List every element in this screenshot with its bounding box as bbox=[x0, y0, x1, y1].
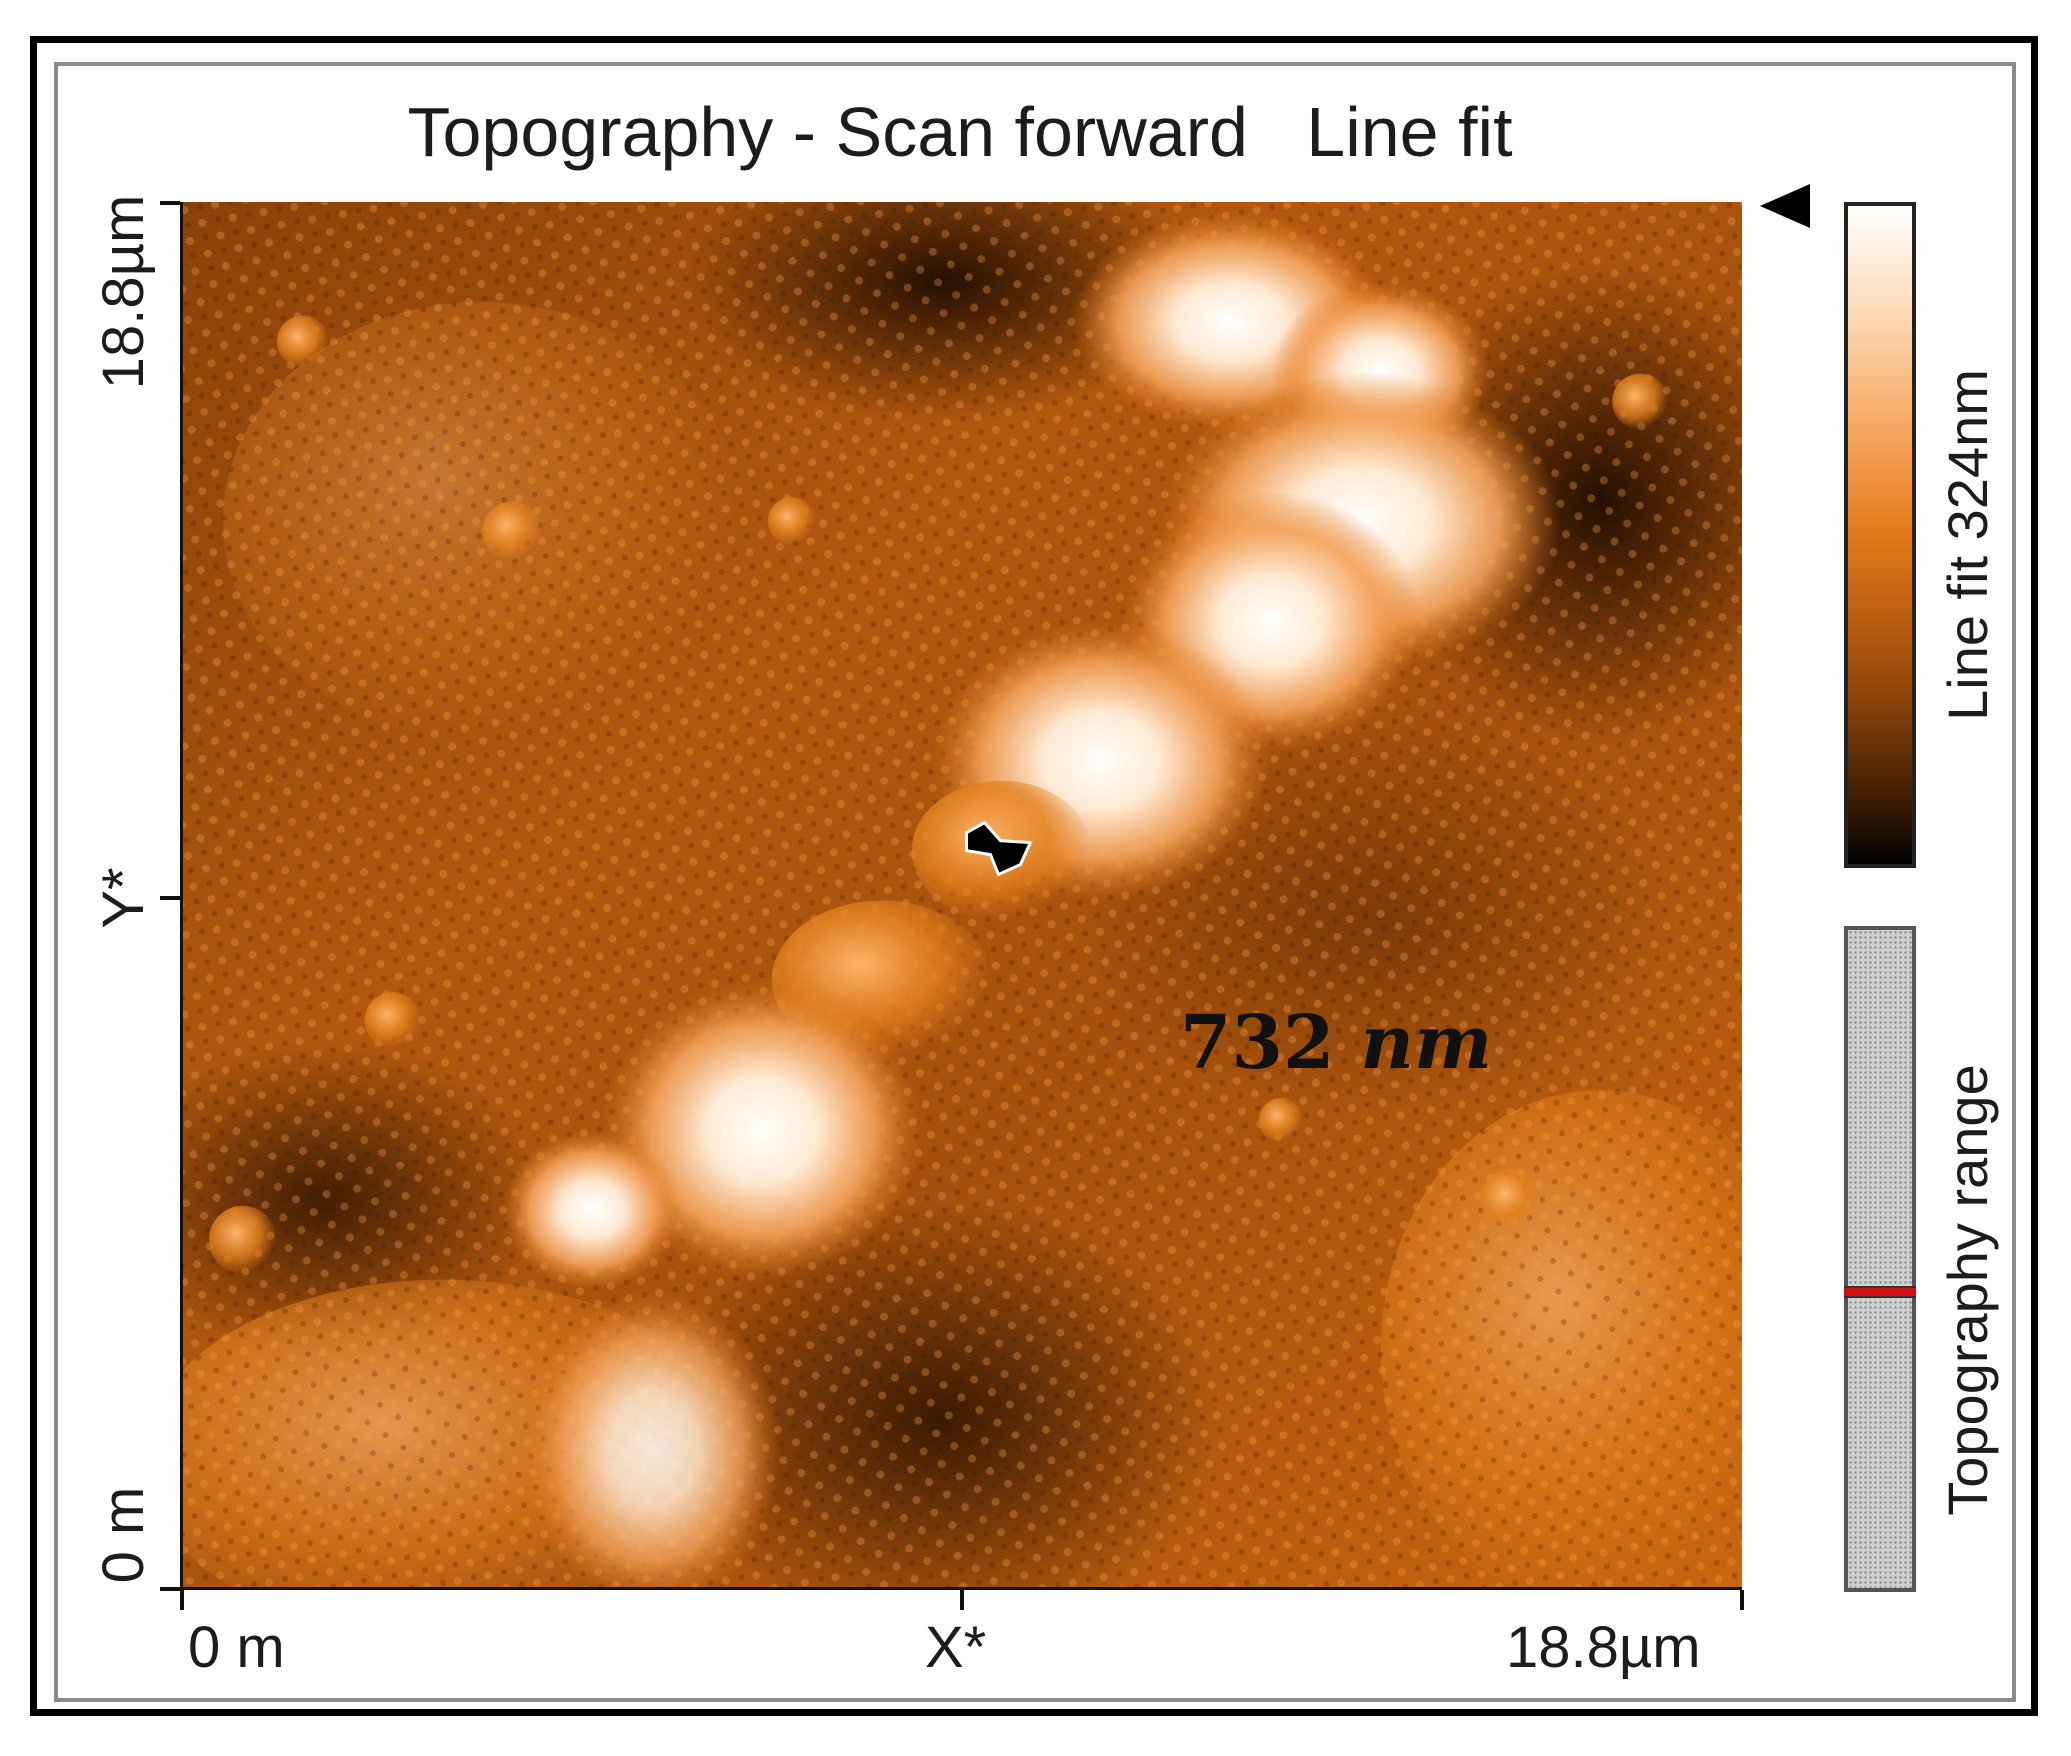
x-axis-right-label: 18.8µm bbox=[1506, 1615, 1701, 1680]
range-marker[interactable] bbox=[1844, 1286, 1916, 1299]
y-axis-top-label: 18.8µm bbox=[91, 194, 156, 390]
annotation-unit: nm bbox=[1360, 1000, 1493, 1086]
colorbar-pointer-icon bbox=[1760, 184, 1810, 228]
topography-scan-svg bbox=[183, 202, 1742, 1587]
y-tick-top bbox=[160, 201, 180, 205]
annotation-value: 732 bbox=[1180, 1000, 1335, 1086]
x-axis-mid-label: X* bbox=[925, 1615, 987, 1680]
x-tick-right bbox=[1740, 1590, 1744, 1610]
x-axis-left-label: 0 m bbox=[188, 1615, 285, 1680]
y-tick-bottom bbox=[160, 1587, 180, 1591]
y-axis-mid-label: Y* bbox=[91, 867, 156, 929]
figure-inner-frame bbox=[54, 62, 2016, 1702]
y-tick-mid bbox=[160, 896, 180, 900]
topography-image bbox=[180, 202, 1742, 1590]
topography-range-bar[interactable] bbox=[1844, 926, 1916, 1592]
colorbar-label: Line fit 324nm bbox=[1936, 369, 1999, 721]
x-tick-mid bbox=[960, 1590, 964, 1610]
y-axis-bottom-label: 0 m bbox=[91, 1486, 156, 1584]
range-label: Topography range bbox=[1936, 1064, 1999, 1516]
figure-title: Topography - Scan forward Line fit bbox=[407, 93, 1513, 171]
x-tick-left bbox=[180, 1590, 184, 1610]
length-annotation: 732 nm bbox=[1180, 1000, 1492, 1086]
colorbar bbox=[1844, 202, 1916, 868]
